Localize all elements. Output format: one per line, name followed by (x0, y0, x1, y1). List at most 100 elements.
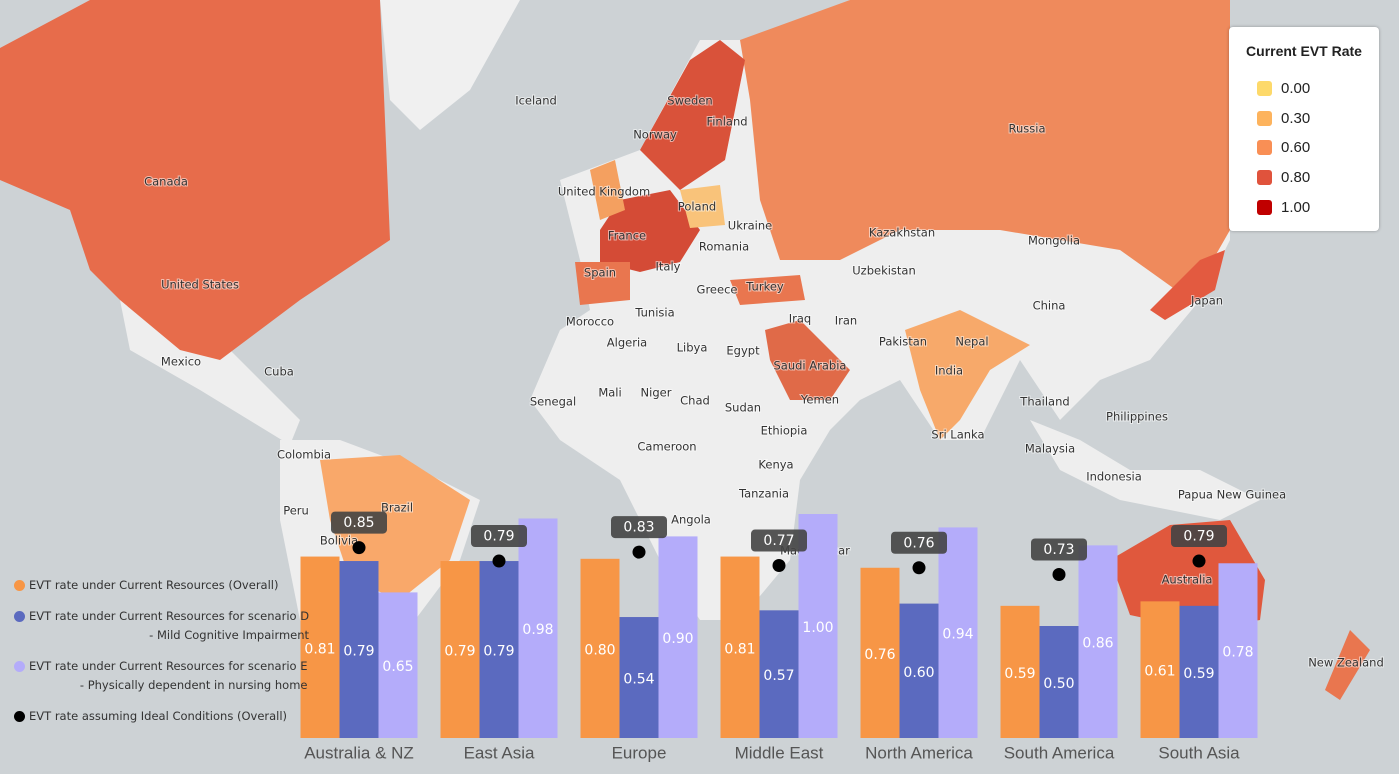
country-label: Bolivia (320, 534, 358, 548)
bar-value-label: 0.79 (343, 644, 374, 660)
country-label: Greece (697, 283, 738, 297)
bar-value-label: 0.81 (724, 641, 755, 657)
bar-value-label: 0.80 (584, 642, 615, 658)
bar (1218, 563, 1258, 738)
bar-value-label: 1.00 (802, 620, 833, 636)
legend-label: EVT rate under Current Resources for sce… (29, 659, 308, 692)
ideal-dot (772, 559, 786, 573)
legend-label: 0.30 (1281, 109, 1311, 127)
country-label: Canada (144, 175, 188, 189)
bar (1000, 605, 1040, 738)
category-label: Europe (612, 743, 667, 762)
ideal-dot (912, 561, 926, 575)
country-label: Morocco (566, 315, 614, 329)
bar (440, 561, 480, 738)
dot-label-box (1171, 525, 1227, 548)
country-label: Egypt (726, 344, 760, 358)
map-land (0, 0, 1370, 700)
country-label: Kenya (758, 458, 793, 472)
ideal-dot (632, 545, 646, 559)
country-label: India (935, 364, 963, 378)
legend-swatch (1257, 110, 1272, 126)
country-label: Italy (656, 260, 681, 274)
country-label: Cameroon (637, 440, 696, 454)
bar-value-label: 0.86 (1082, 636, 1113, 652)
western-europe (600, 190, 700, 272)
country-label: Romania (699, 240, 749, 254)
bar (798, 514, 838, 738)
bar-value-label: 0.79 (483, 644, 514, 660)
bar-value-label: 0.76 (864, 647, 895, 663)
legend-label: EVT rate under Current Resources for sce… (29, 609, 310, 642)
bar-value-label: 0.81 (304, 641, 335, 657)
poland (680, 185, 725, 228)
map-legend: Current EVT Rate 0.00 0.30 0.60 0.80 1.00 (1229, 27, 1379, 231)
country-label: Norway (633, 128, 677, 142)
chart-legend: EVT rate under Current Resources (Overal… (14, 576, 309, 726)
legend-label: 0.60 (1281, 139, 1311, 157)
ideal-dot (1192, 554, 1206, 568)
country-label: Malaysia (1025, 442, 1075, 456)
ideal-dot (492, 554, 506, 568)
country-label: Yemen (800, 393, 839, 407)
bar-value-label: 0.59 (1004, 666, 1035, 682)
bar-value-label: 0.98 (522, 622, 553, 638)
country-label: Libya (677, 341, 708, 355)
dot-label: 0.79 (1183, 529, 1214, 545)
dot-label-box (331, 511, 387, 534)
ideal-dot (1052, 567, 1066, 581)
bar-value-label: 0.59 (1183, 666, 1214, 682)
country-label: Indonesia (1086, 470, 1142, 484)
country-label: Cuba (264, 365, 294, 379)
legend-item: EVT rate under Current Resources (Overal… (14, 576, 309, 595)
country-label: Iceland (515, 94, 557, 108)
bar (1140, 601, 1180, 738)
bar-value-label: 0.78 (1222, 645, 1253, 661)
southeast-asia (1030, 420, 1260, 520)
turkey (730, 275, 805, 305)
country-label: Poland (678, 200, 716, 214)
legend-item: EVT rate under Current Resources for sce… (14, 607, 309, 645)
country-label: Philippines (1106, 410, 1168, 424)
united-kingdom (590, 160, 625, 220)
country-label: Sudan (725, 401, 761, 415)
category-label: East Asia (464, 743, 535, 762)
russia (740, 0, 1230, 300)
bar (518, 518, 558, 738)
country-label: New Zealand (1308, 656, 1384, 670)
bar-value-label: 0.94 (942, 627, 973, 643)
category-label: Australia & NZ (304, 743, 414, 762)
legend-item: 0.00 (1257, 80, 1310, 97)
bar (378, 592, 418, 738)
country-label: Nepal (955, 335, 988, 349)
dot-label: 0.79 (483, 529, 514, 545)
bar (619, 617, 659, 738)
country-label: France (608, 229, 646, 243)
legend-item: 0.80 (1257, 169, 1310, 186)
country-label: Finland (706, 115, 747, 129)
bar (479, 561, 519, 738)
dot-label-box (471, 525, 527, 548)
country-label: Mongolia (1028, 234, 1080, 248)
country-label: Sweden (667, 94, 712, 108)
saudi-arabia (765, 320, 850, 400)
category-label: South Asia (1158, 743, 1240, 762)
ideal-dot (352, 541, 366, 555)
dot-label-box (891, 531, 947, 554)
bar (300, 556, 340, 738)
dot-label-box (611, 516, 667, 539)
north-america-colored (0, 0, 390, 360)
dot-label: 0.73 (1043, 542, 1074, 558)
legend-item: EVT rate assuming Ideal Conditions (Over… (14, 707, 309, 726)
country-label: China (1033, 299, 1066, 313)
india (905, 310, 1030, 440)
bar-value-label: 0.65 (382, 659, 413, 675)
legend-label: EVT rate assuming Ideal Conditions (Over… (29, 709, 288, 723)
country-label: Peru (283, 504, 309, 518)
bar-value-label: 0.50 (1043, 676, 1074, 692)
legend-label: 0.00 (1281, 80, 1311, 97)
bar (938, 527, 978, 738)
bar (1039, 626, 1079, 738)
